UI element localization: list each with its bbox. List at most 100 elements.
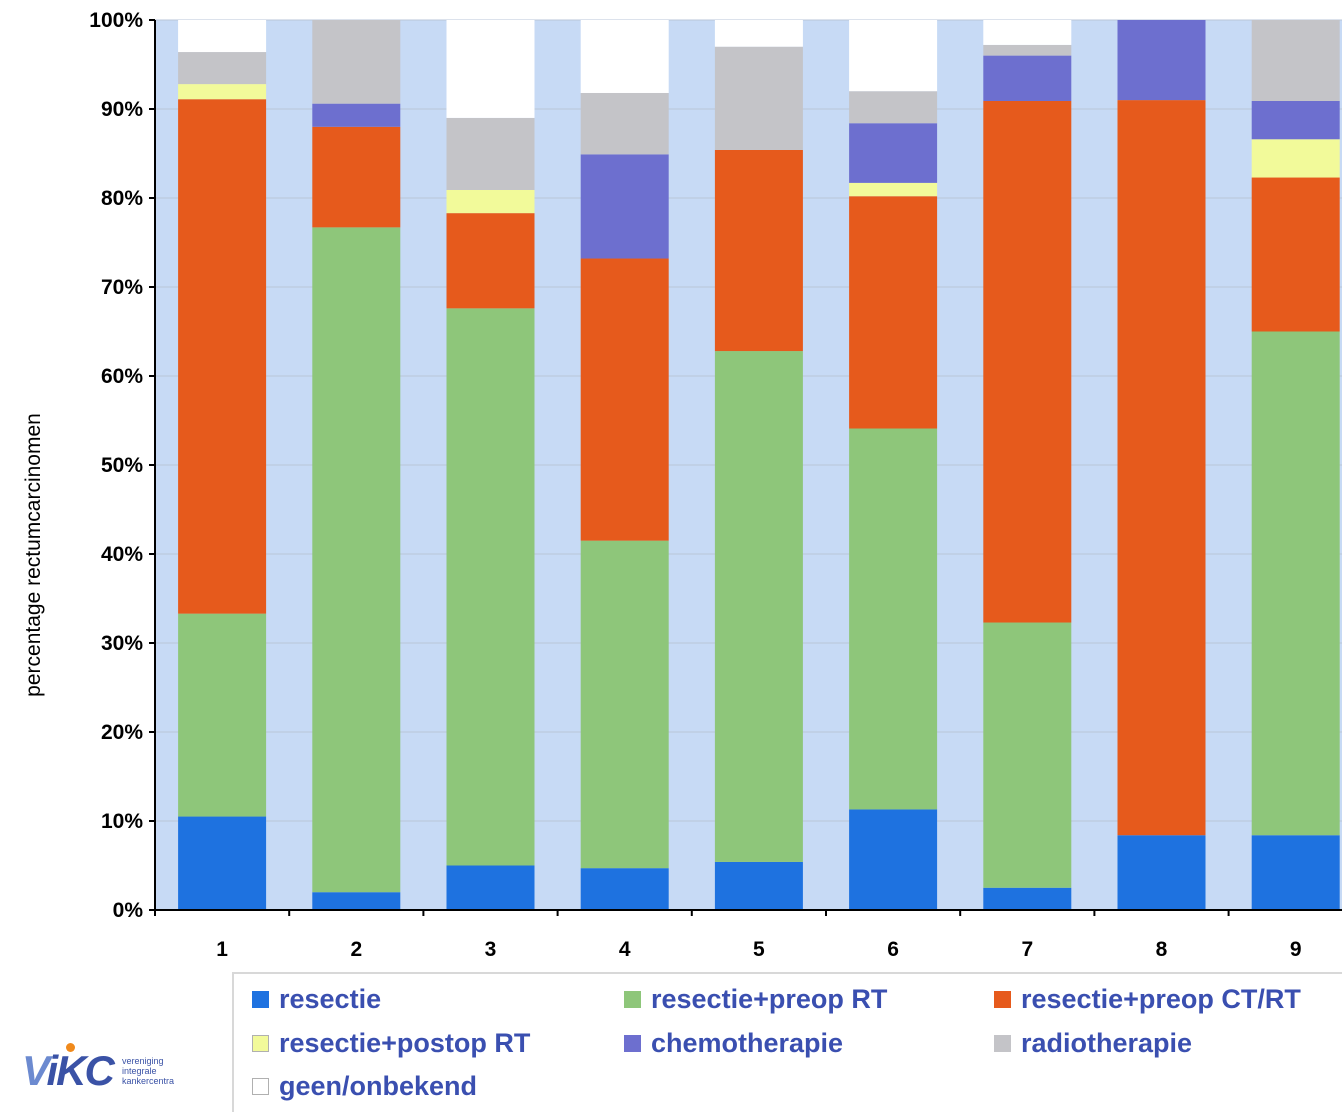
bar-segment-resectie-preop-ct-rt: [1117, 100, 1206, 836]
bar-segment-radiotherapie: [580, 92, 669, 155]
bar-segment-resectie: [178, 816, 267, 910]
bar-segment-resectie-preop-ct-rt: [849, 196, 938, 429]
x-tick-label: 9: [1290, 938, 1302, 961]
legend-item: chemotherapie: [624, 1028, 843, 1059]
x-tick-label: 3: [485, 938, 497, 961]
bar-segment-radiotherapie: [312, 20, 401, 104]
bar-segment-resectie-postop-rt: [1251, 139, 1340, 178]
legend-label: resectie+preop RT: [651, 984, 888, 1014]
logo-text-line: vereniging: [122, 1056, 164, 1066]
y-tick-label: 10%: [101, 810, 143, 833]
legend-label: radiotherapie: [1021, 1028, 1193, 1058]
bar-segment-chemotherapie: [983, 55, 1072, 101]
bar-segment-chemotherapie: [312, 103, 401, 127]
legend-label: resectie+preop CT/RT: [1021, 984, 1301, 1014]
bar-segment-geen-onbekend: [849, 20, 938, 92]
bar-segment-resectie-preop-ct-rt: [312, 126, 401, 228]
y-tick-label: 20%: [101, 721, 143, 744]
x-tick-label: 5: [753, 938, 765, 961]
bar-segment-geen-onbekend: [983, 20, 1072, 45]
legend-swatch: [252, 991, 269, 1008]
legend-swatch: [994, 1035, 1011, 1052]
bar-segment-radiotherapie: [446, 117, 535, 190]
y-tick-label: 90%: [101, 98, 143, 121]
legend-swatch: [252, 1035, 269, 1052]
logo-dot-icon: [66, 1043, 75, 1052]
legend-swatch: [252, 1078, 269, 1095]
bar-segment-resectie-preop-rt: [312, 227, 401, 893]
logo-mark-v: V: [22, 1047, 49, 1094]
legend-item: resectie+preop RT: [624, 984, 887, 1015]
y-tick-label: 70%: [101, 276, 143, 299]
bar-segment-chemotherapie: [1117, 20, 1206, 101]
bar-segment-geen-onbekend: [714, 20, 803, 47]
bar-segment-resectie-postop-rt: [446, 189, 535, 214]
legend-swatch: [994, 991, 1011, 1008]
y-tick-label: 80%: [101, 187, 143, 210]
bar-segment-resectie-preop-rt: [849, 428, 938, 810]
logo-mark-rest: iKC: [46, 1047, 114, 1094]
legend-swatch: [624, 991, 641, 1008]
legend-swatch: [624, 1035, 641, 1052]
bar-segment-resectie-postop-rt: [178, 84, 267, 100]
legend-item: resectie+postop RT: [252, 1028, 530, 1059]
logo-mark: ViKC: [22, 1047, 115, 1095]
logo-text: vereniging integrale kankercentra: [122, 1056, 174, 1086]
bar-segment-resectie: [446, 865, 535, 910]
bar-segment-radiotherapie: [714, 46, 803, 150]
bar-segment-resectie-preop-ct-rt: [983, 100, 1072, 623]
bar-segment-geen-onbekend: [580, 20, 669, 93]
x-tick-label: 2: [350, 938, 362, 961]
bar-segment-geen-onbekend: [178, 20, 267, 53]
legend-label: geen/onbekend: [279, 1071, 478, 1101]
bar-segment-resectie-preop-rt: [983, 622, 1072, 888]
legend-item: resectie+preop CT/RT: [994, 984, 1301, 1015]
bar-segment-resectie-preop-rt: [1251, 331, 1340, 836]
legend-item: radiotherapie: [994, 1028, 1192, 1059]
bar-segment-radiotherapie: [1251, 20, 1340, 101]
bar-segment-resectie-preop-ct-rt: [446, 213, 535, 309]
y-tick-label: 100%: [89, 9, 143, 32]
x-tick-label: 4: [619, 938, 631, 961]
x-tick-label: 7: [1021, 938, 1033, 961]
bar-segment-resectie-preop-ct-rt: [178, 99, 267, 614]
bar-segment-resectie: [983, 887, 1072, 910]
bar-segment-resectie: [580, 868, 669, 910]
tick-labels: 0% 10% 20% 30% 40% 50% 60% 70% 80% 90% 100% 1 2 3 4 5 6 7…: [89, 9, 1301, 961]
bar-segment-resectie: [312, 892, 401, 910]
bar-segment-chemotherapie: [580, 154, 669, 259]
bar-segment-resectie-preop-ct-rt: [1251, 177, 1340, 332]
legend: resectie resectie+preop RT resectie+preop …: [232, 972, 1342, 1112]
x-tick-label: 1: [216, 938, 228, 961]
bar-segment-resectie-postop-rt: [849, 182, 938, 197]
bar-segment-geen-onbekend: [446, 20, 535, 118]
bar-segment-resectie: [1117, 835, 1206, 910]
legend-item: geen/onbekend: [252, 1071, 477, 1102]
bar-segment-resectie-preop-ct-rt: [714, 149, 803, 352]
y-axis-label: percentage rectumcarcinomen: [22, 413, 45, 697]
bar-segment-radiotherapie: [849, 91, 938, 124]
bars: [178, 20, 1340, 910]
x-tick-label: 8: [1156, 938, 1168, 961]
legend-label: resectie: [279, 984, 382, 1014]
x-tick-label: 6: [887, 938, 899, 961]
bar-segment-resectie: [1251, 835, 1340, 910]
bar-segment-resectie-preop-ct-rt: [580, 258, 669, 541]
y-tick-label: 60%: [101, 365, 143, 388]
bar-segment-radiotherapie: [178, 52, 267, 85]
logo-text-line: integrale: [122, 1066, 157, 1076]
y-tick-label: 30%: [101, 632, 143, 655]
y-tick-label: 0%: [113, 899, 144, 922]
bar-segment-resectie: [714, 861, 803, 910]
bar-segment-resectie-preop-rt: [178, 613, 267, 817]
legend-item: resectie: [252, 984, 381, 1015]
bar-segment-resectie-preop-rt: [714, 351, 803, 862]
bar-segment-resectie-preop-rt: [580, 540, 669, 869]
logo-text-line: kankercentra: [122, 1076, 175, 1086]
y-tick-label: 40%: [101, 543, 143, 566]
bar-segment-chemotherapie: [849, 123, 938, 183]
y-tick-label: 50%: [101, 454, 143, 477]
bar-segment-radiotherapie: [983, 44, 1072, 56]
legend-label: resectie+postop RT: [279, 1028, 531, 1058]
